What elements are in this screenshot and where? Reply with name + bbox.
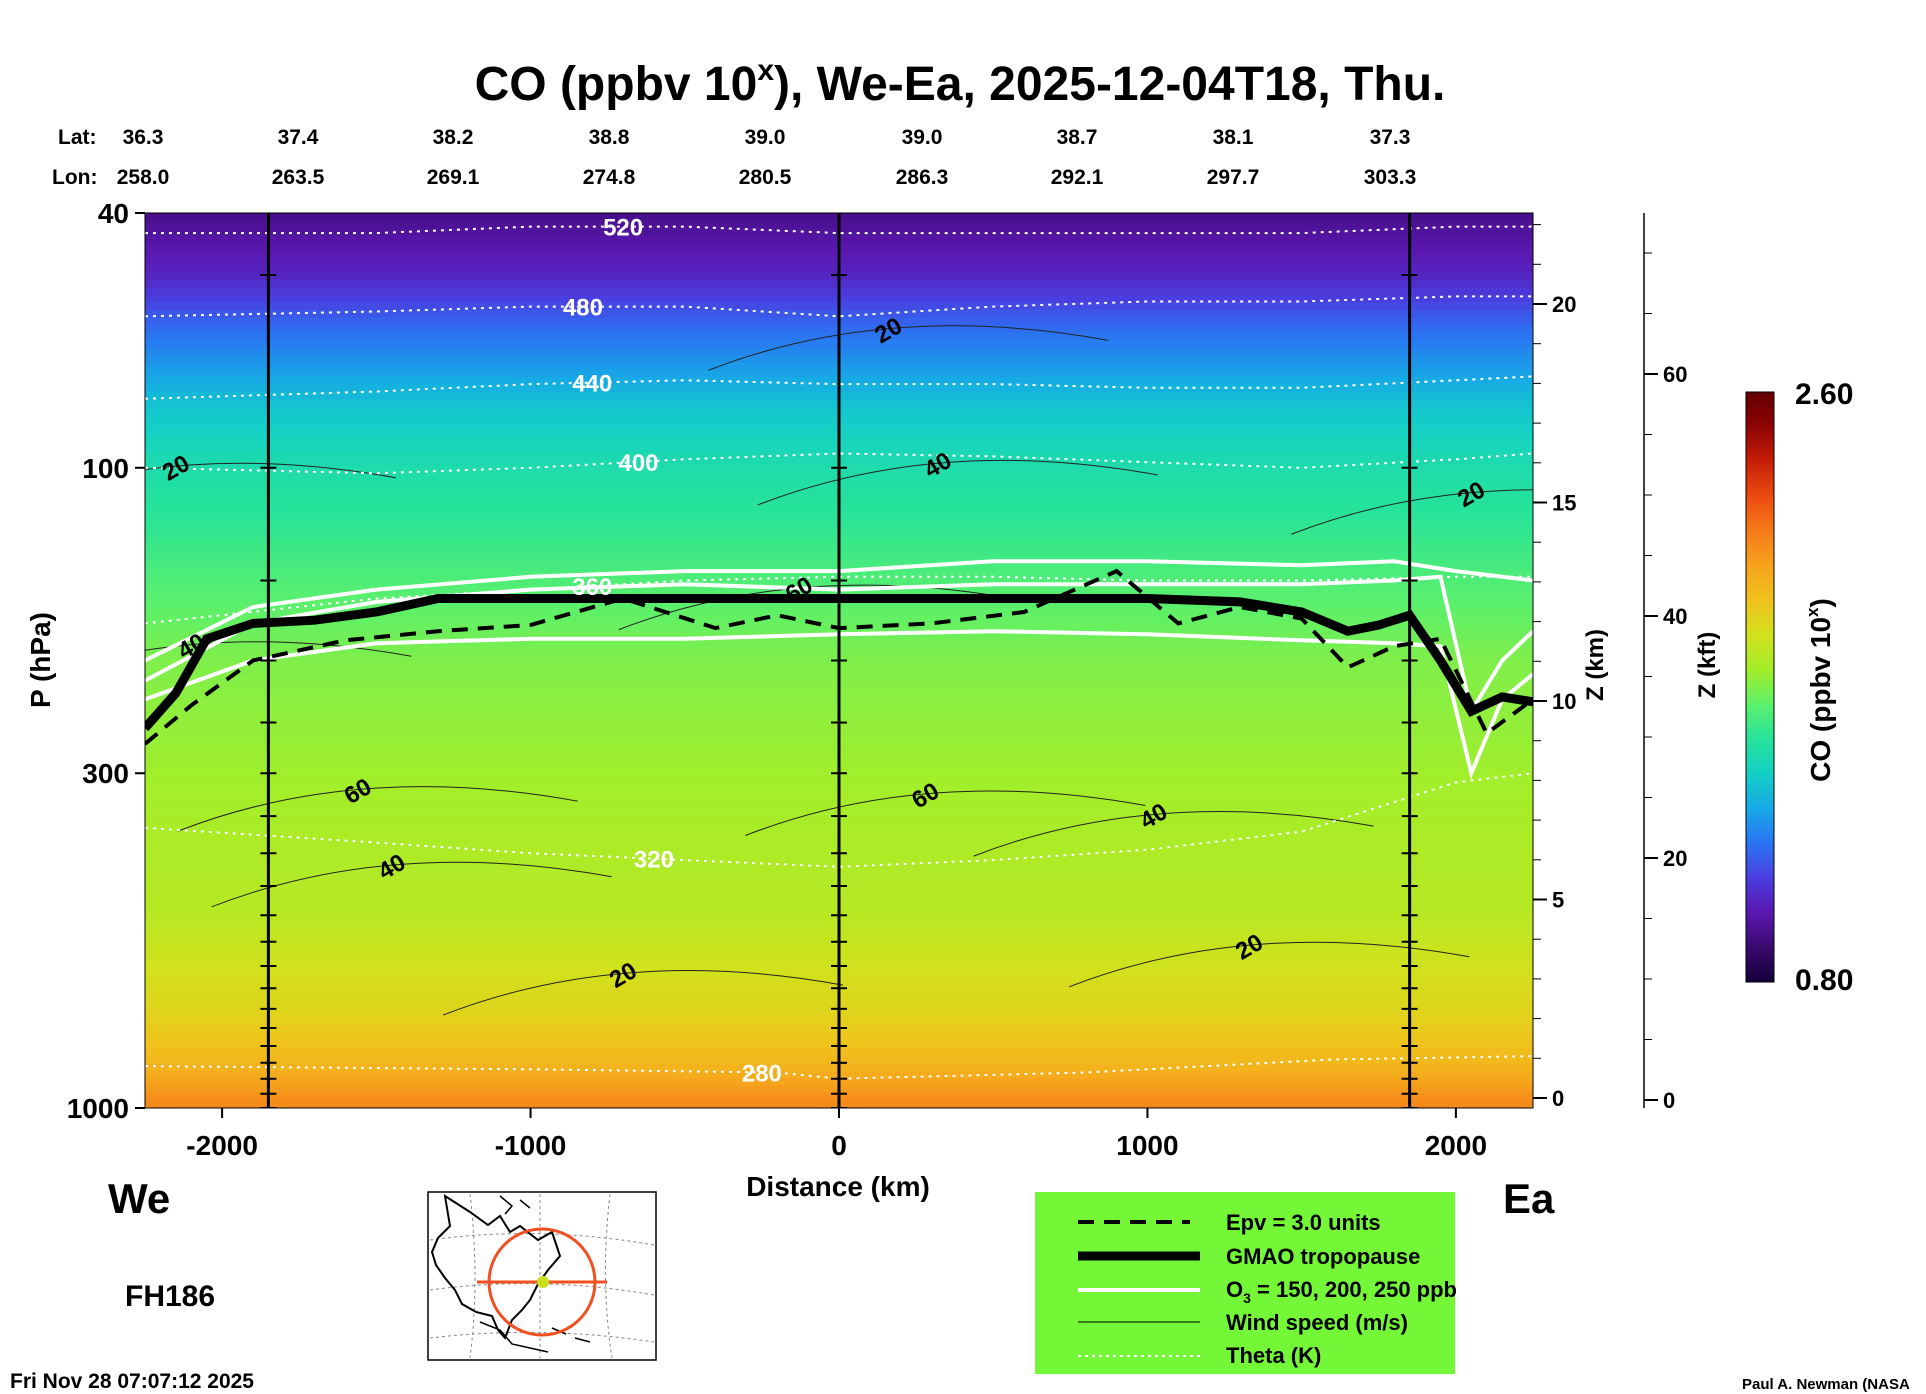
lat-lon-header: 36.3 37.4 38.2 38.8 39.0 39.0 38.7 38.1 37.3 258.… <box>117 126 1417 189</box>
legend-tropopause-label: GMAO tropopause <box>1226 1244 1420 1269</box>
coastline-outline <box>430 1193 562 1340</box>
credit-label: Paul A. Newman (NASA <box>1742 1376 1910 1393</box>
west-label: We <box>108 1175 170 1222</box>
wind-contour <box>745 790 1146 836</box>
z-km-tick-label: 5 <box>1552 888 1564 913</box>
theta-label: 440 <box>572 371 612 398</box>
colorbar-max-label: 2.60 <box>1795 378 1853 411</box>
lat-value: 37.3 <box>1370 126 1411 149</box>
lat-header-label: Lat: <box>58 126 97 149</box>
theta-contour <box>145 1055 1533 1080</box>
legend-ozone-label: O3 = 150, 200, 250 ppb <box>1226 1277 1457 1306</box>
lon-value: 269.1 <box>427 166 480 189</box>
y-tick-label: 40 <box>98 198 129 229</box>
wind-contour <box>442 970 844 1016</box>
wind-contour <box>145 462 396 479</box>
z-kft-axis-label: Z (kft) <box>1694 632 1721 699</box>
lat-value: 38.7 <box>1057 126 1098 149</box>
lat-value: 36.3 <box>123 126 164 149</box>
chart-title: CO (ppbv 10x), We-Ea, 2025-12-04T18, Thu… <box>475 54 1446 111</box>
z-km-axis: 0 5 10 15 20 <box>1532 213 1576 1111</box>
center-point <box>537 1276 549 1288</box>
theta-contour <box>145 772 1533 868</box>
forecast-hour-label: FH186 <box>125 1280 215 1313</box>
y-axis: 1000 300 100 40 <box>67 198 145 1124</box>
wind-contour <box>177 786 578 832</box>
x-tick-label: 0 <box>831 1130 847 1161</box>
ozone-contours <box>145 559 1533 780</box>
theta-label: 400 <box>618 450 658 477</box>
z-km-tick-label: 0 <box>1552 1086 1564 1111</box>
wind-contour <box>211 861 612 908</box>
colorbar-label: CO (ppbv 10x) <box>1803 598 1836 782</box>
wind-contour <box>757 459 1158 506</box>
lon-value: 263.5 <box>272 166 325 189</box>
x-tick-label: 1000 <box>1116 1130 1178 1161</box>
theta-label: 320 <box>634 847 674 874</box>
z-kft-tick-label: 60 <box>1663 362 1687 387</box>
theta-label: 360 <box>572 574 612 601</box>
lon-value: 258.0 <box>117 166 170 189</box>
z-kft-tick-label: 0 <box>1663 1088 1675 1113</box>
wind-contour <box>1291 489 1533 535</box>
gmao-tropopause-line <box>145 594 1533 732</box>
theta-contour <box>145 295 1533 318</box>
z-km-tick-label: 10 <box>1552 689 1576 714</box>
theta-label: 480 <box>563 295 603 322</box>
wind-contour <box>973 811 1374 857</box>
lon-value: 274.8 <box>583 166 636 189</box>
legend-wind-label: Wind speed (m/s) <box>1226 1310 1408 1335</box>
y-tick-label: 300 <box>82 758 129 789</box>
lon-value: 297.7 <box>1207 166 1260 189</box>
lon-value: 292.1 <box>1051 166 1104 189</box>
colorbar <box>1745 391 1775 983</box>
lat-value: 38.2 <box>433 126 474 149</box>
x-axis-label: Distance (km) <box>746 1171 930 1202</box>
z-km-tick-label: 20 <box>1552 292 1576 317</box>
lat-value: 39.0 <box>745 126 786 149</box>
y-tick-label: 100 <box>82 453 129 484</box>
x-tick-label: -1000 <box>495 1130 567 1161</box>
ozone-contour <box>145 559 1533 663</box>
y-axis-label: P (hPa) <box>25 612 56 708</box>
theta-contours <box>145 225 1533 1080</box>
inset-map <box>427 1191 657 1361</box>
colorbar-min-label: 0.80 <box>1795 964 1853 997</box>
plot-area: 2803203604004404805202040604020602040604… <box>145 213 1533 1108</box>
x-axis: -2000 -1000 0 1000 2000 <box>186 1108 1487 1161</box>
epv-dashed-line <box>145 568 1533 746</box>
z-km-axis-label: Z (km) <box>1582 629 1609 701</box>
lat-value: 37.4 <box>278 126 319 149</box>
z-kft-tick-label: 40 <box>1663 604 1687 629</box>
lon-value: 286.3 <box>896 166 949 189</box>
theta-contour <box>145 452 1533 475</box>
z-kft-tick-label: 20 <box>1663 846 1687 871</box>
east-label: Ea <box>1503 1175 1555 1222</box>
legend-theta-label: Theta (K) <box>1226 1343 1321 1368</box>
lon-header-label: Lon: <box>52 166 97 189</box>
legend-epv-label: Epv = 3.0 units <box>1226 1210 1381 1235</box>
x-tick-label: 2000 <box>1425 1130 1487 1161</box>
theta-label: 520 <box>603 215 643 242</box>
lat-value: 39.0 <box>902 126 943 149</box>
x-tick-label: -2000 <box>186 1130 258 1161</box>
lon-value: 280.5 <box>739 166 792 189</box>
lon-value: 303.3 <box>1364 166 1417 189</box>
legend: Epv = 3.0 units GMAO tropopause O3 = 150… <box>1035 1192 1457 1374</box>
ozone-contour <box>145 574 1533 717</box>
timestamp: Fri Nov 28 07:07:12 2025 <box>10 1370 254 1393</box>
theta-contour <box>145 225 1533 235</box>
z-km-tick-label: 15 <box>1552 491 1576 516</box>
lat-value: 38.1 <box>1213 126 1254 149</box>
wind-contour <box>708 325 1109 371</box>
z-kft-axis: 0 20 40 60 <box>1643 213 1687 1113</box>
y-tick-label: 1000 <box>67 1093 129 1124</box>
lat-value: 38.8 <box>589 126 630 149</box>
vertical-section-lines <box>260 213 1418 1108</box>
theta-label: 280 <box>742 1060 782 1087</box>
theta-contour <box>145 375 1533 400</box>
ozone-contour <box>145 629 1533 780</box>
